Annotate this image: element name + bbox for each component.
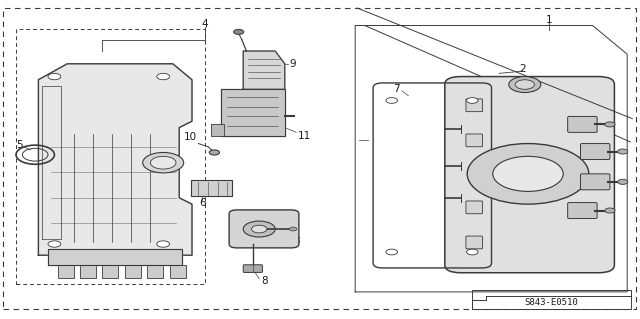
FancyBboxPatch shape (466, 99, 483, 112)
Circle shape (509, 77, 541, 93)
FancyBboxPatch shape (580, 144, 610, 160)
Polygon shape (243, 51, 285, 89)
Text: 1: 1 (546, 15, 552, 25)
Circle shape (243, 221, 275, 237)
Bar (472, 290, 631, 309)
Circle shape (289, 227, 297, 231)
Bar (16, 29, 205, 284)
FancyBboxPatch shape (568, 203, 597, 219)
FancyBboxPatch shape (191, 180, 232, 196)
FancyBboxPatch shape (445, 77, 614, 273)
Text: 7: 7 (394, 84, 400, 94)
Circle shape (157, 241, 170, 247)
Circle shape (157, 73, 170, 80)
FancyBboxPatch shape (466, 134, 483, 147)
Bar (125, 265, 141, 278)
Polygon shape (38, 64, 192, 255)
Bar (58, 265, 74, 278)
Text: 5: 5 (16, 140, 22, 150)
Bar (102, 265, 118, 278)
Text: 6: 6 (199, 197, 205, 208)
Text: 10: 10 (184, 131, 197, 142)
Circle shape (386, 98, 397, 103)
Circle shape (493, 156, 563, 191)
Circle shape (48, 241, 61, 247)
Circle shape (618, 149, 628, 154)
Text: 9: 9 (290, 59, 296, 69)
Circle shape (386, 249, 397, 255)
Circle shape (467, 98, 478, 103)
Circle shape (605, 122, 615, 127)
Text: 3: 3 (293, 236, 300, 246)
Text: S843-E0510: S843-E0510 (525, 298, 579, 307)
Circle shape (150, 156, 176, 169)
Circle shape (48, 73, 61, 80)
FancyBboxPatch shape (211, 124, 224, 136)
FancyBboxPatch shape (466, 201, 483, 214)
Text: 8: 8 (261, 276, 268, 286)
FancyBboxPatch shape (243, 265, 262, 272)
Text: 4: 4 (202, 19, 208, 29)
FancyBboxPatch shape (568, 116, 597, 132)
Circle shape (209, 150, 220, 155)
Circle shape (618, 179, 628, 184)
Text: 2: 2 (519, 63, 525, 74)
FancyBboxPatch shape (229, 210, 299, 248)
Bar (80, 265, 96, 278)
Circle shape (515, 80, 534, 89)
Text: 11: 11 (298, 130, 311, 141)
Bar (147, 265, 163, 278)
Circle shape (605, 208, 615, 213)
Circle shape (467, 249, 478, 255)
Circle shape (467, 144, 589, 204)
Circle shape (252, 225, 267, 233)
Circle shape (143, 152, 184, 173)
Bar (170, 265, 186, 278)
Circle shape (234, 29, 244, 34)
Polygon shape (48, 249, 182, 265)
Polygon shape (221, 89, 285, 136)
FancyBboxPatch shape (580, 174, 610, 190)
FancyBboxPatch shape (466, 236, 483, 249)
